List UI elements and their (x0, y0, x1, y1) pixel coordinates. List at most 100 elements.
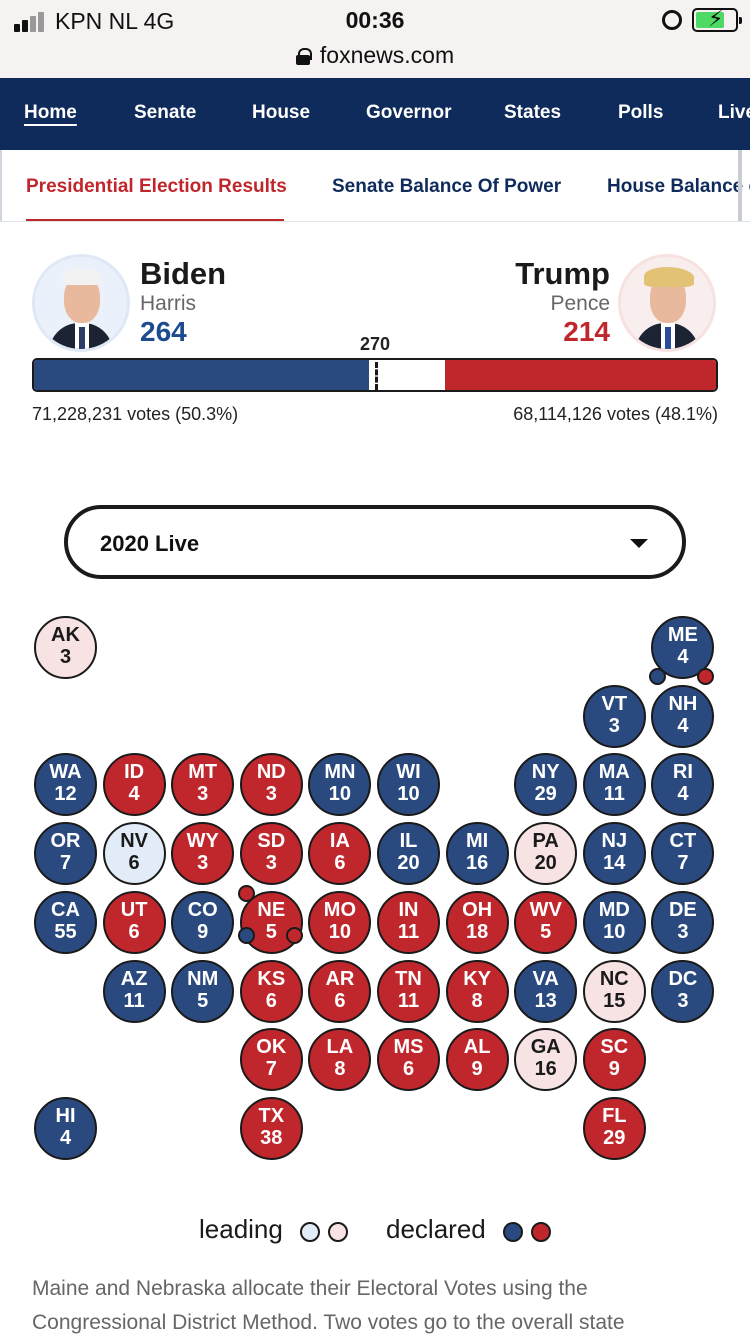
state-electoral-votes: 11 (397, 989, 420, 1012)
state-abbr: NC (599, 967, 629, 990)
state-oh[interactable]: OH 18 (445, 890, 509, 954)
year-select[interactable]: 2020 Live (64, 505, 686, 579)
district-dot-me-2[interactable] (697, 668, 715, 685)
state-sd[interactable]: SD 3 (239, 822, 303, 886)
state-wy[interactable]: WY 3 (171, 822, 235, 886)
state-in[interactable]: IN 11 (377, 890, 440, 954)
state-wv[interactable]: WV 5 (514, 890, 578, 954)
address-bar[interactable]: foxnews.com (0, 42, 750, 69)
state-abbr: MT (188, 761, 218, 784)
dem-electoral-votes: 264 (140, 316, 187, 347)
active-tab-indicator (26, 219, 284, 221)
state-abbr: LA (326, 1036, 354, 1059)
state-mn[interactable]: MN 10 (308, 753, 372, 817)
state-electoral-votes: 9 (471, 1058, 483, 1081)
state-abbr: WI (396, 761, 421, 784)
state-mt[interactable]: MT 3 (171, 753, 235, 817)
state-fl[interactable]: FL 29 (582, 1096, 646, 1160)
url-text: foxnews.com (319, 42, 455, 68)
state-electoral-votes: 20 (534, 852, 557, 875)
state-va[interactable]: VA 13 (514, 959, 578, 1023)
state-pa[interactable]: PA 20 (514, 822, 578, 886)
state-ga[interactable]: GA 16 (514, 1028, 578, 1092)
electoral-tile-map: AK 3 ME 4 VT 3 NH 4 WA 12 ID 4 MT 3 ND 3 MN 10 WI 10 NY 29 MA 1… (0, 600, 750, 1170)
state-la[interactable]: LA 8 (308, 1028, 372, 1092)
district-dot-me-1[interactable] (649, 668, 667, 685)
state-ct[interactable]: CT 7 (651, 822, 715, 886)
state-de[interactable]: DE 3 (651, 890, 715, 954)
state-vt[interactable]: VT 3 (582, 684, 646, 748)
state-electoral-votes: 3 (677, 920, 689, 943)
state-abbr: TX (258, 1104, 285, 1127)
state-ar[interactable]: AR 6 (308, 959, 372, 1023)
state-electoral-votes: 7 (59, 852, 72, 875)
scrollbar[interactable] (738, 150, 742, 221)
state-ky[interactable]: KY 8 (445, 959, 509, 1023)
state-mi[interactable]: MI 16 (445, 822, 509, 886)
nav-governor[interactable]: Governor (366, 102, 452, 123)
state-abbr: KS (257, 967, 286, 990)
nav-states[interactable]: States (504, 102, 562, 123)
state-ny[interactable]: NY 29 (514, 753, 578, 817)
state-ma[interactable]: MA 11 (582, 753, 646, 817)
state-dc[interactable]: DC 3 (651, 959, 715, 1023)
state-il[interactable]: IL 20 (377, 822, 440, 886)
state-tx[interactable]: TX 38 (239, 1096, 303, 1160)
state-abbr: ME (667, 624, 698, 646)
tab-senate-balance[interactable]: Senate Balance Of Power (332, 176, 562, 197)
state-ms[interactable]: MS 6 (377, 1028, 440, 1092)
state-electoral-votes: 7 (677, 852, 689, 875)
district-dot-ne-2[interactable] (237, 926, 255, 944)
state-al[interactable]: AL 9 (445, 1028, 509, 1092)
state-ia[interactable]: IA 6 (308, 822, 372, 886)
state-md[interactable]: MD 10 (582, 890, 646, 954)
state-or[interactable]: OR 7 (34, 822, 97, 886)
sub-nav-edge (0, 150, 2, 221)
state-mo[interactable]: MO 10 (308, 890, 372, 954)
nav-house[interactable]: House (252, 102, 311, 123)
nav-senate[interactable]: Senate (134, 102, 197, 123)
tab-house-balance[interactable]: House Balance of Power (607, 176, 750, 197)
state-ri[interactable]: RI 4 (651, 753, 715, 817)
state-ks[interactable]: KS 6 (239, 959, 303, 1023)
nav-polls[interactable]: Polls (618, 102, 664, 123)
state-abbr: OH (462, 898, 493, 921)
state-abbr: NV (120, 830, 148, 853)
state-electoral-votes: 12 (54, 783, 77, 806)
signal-strength-icon (14, 10, 48, 32)
nav-live[interactable]: Live (718, 102, 750, 123)
state-abbr: KY (463, 967, 491, 990)
district-dot-ne-1[interactable] (237, 884, 255, 902)
state-electoral-votes: 38 (260, 1126, 283, 1149)
state-ak[interactable]: AK 3 (34, 616, 97, 679)
state-sc[interactable]: SC 9 (582, 1028, 646, 1092)
state-tn[interactable]: TN 11 (377, 959, 440, 1023)
state-co[interactable]: CO 9 (171, 890, 235, 954)
state-electoral-votes: 16 (534, 1058, 557, 1081)
tab-presidential-results[interactable]: Presidential Election Results (26, 176, 287, 197)
state-ok[interactable]: OK 7 (239, 1028, 303, 1092)
state-nh[interactable]: NH 4 (651, 684, 715, 748)
state-wi[interactable]: WI 10 (377, 753, 440, 817)
state-id[interactable]: ID 4 (102, 753, 166, 817)
trump-avatar (618, 254, 716, 352)
state-abbr: GA (530, 1036, 561, 1059)
state-nj[interactable]: NJ 14 (582, 822, 646, 886)
nav-home[interactable]: Home (24, 102, 77, 123)
state-wa[interactable]: WA 12 (34, 753, 97, 817)
state-nv[interactable]: NV 6 (102, 822, 166, 886)
state-abbr: AL (463, 1036, 491, 1059)
state-nc[interactable]: NC 15 (582, 959, 646, 1023)
state-electoral-votes: 10 (328, 783, 352, 806)
district-dot-ne-3[interactable] (285, 926, 303, 944)
state-ut[interactable]: UT 6 (102, 890, 166, 954)
legend-rep-declared-dot (531, 1222, 551, 1242)
legend-dem-declared-dot (503, 1222, 523, 1242)
state-hi[interactable]: HI 4 (34, 1096, 97, 1160)
state-ca[interactable]: CA 55 (34, 890, 97, 954)
state-az[interactable]: AZ 11 (102, 959, 166, 1023)
state-nd[interactable]: ND 3 (239, 753, 303, 817)
state-nm[interactable]: NM 5 (171, 959, 235, 1023)
legend-rep-leading-dot (328, 1222, 348, 1242)
footnote: Maine and Nebraska allocate their Electo… (32, 1277, 625, 1334)
